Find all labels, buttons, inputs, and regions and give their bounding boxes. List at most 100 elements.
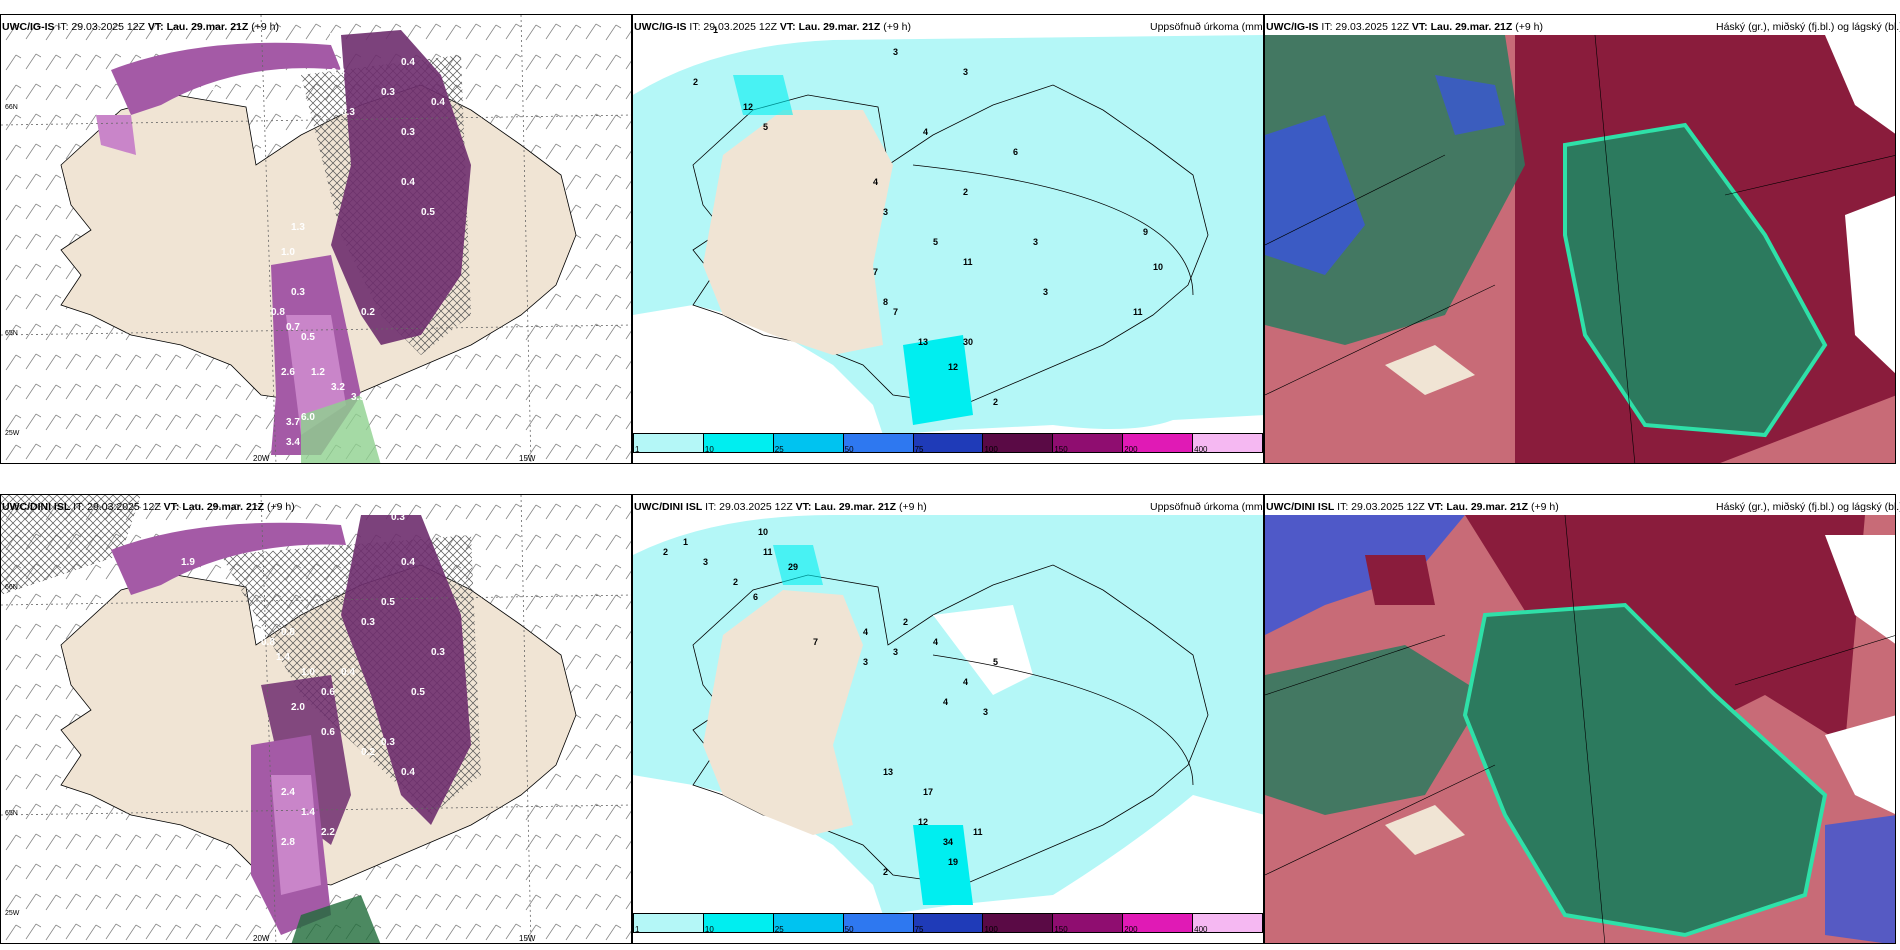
precip-value-label: 3	[863, 657, 868, 667]
valid-time: Lau. 29.mar. 21Z	[182, 501, 265, 513]
snow-value-label: 0.2	[361, 307, 375, 318]
valid-time: Lau. 29.mar. 21Z	[814, 501, 897, 513]
lead-time: (+9 h)	[1530, 501, 1559, 513]
snow-value-label: 0.5	[421, 207, 435, 218]
colorbar-segment: 10	[703, 434, 774, 454]
issue-time: IT: 29.03.2025 12Z	[705, 501, 793, 513]
panel-header: UWC/IG-IS IT: 29.03.2025 12Z VT: Lau. 29…	[634, 20, 911, 34]
snow-value-label: 0.5	[301, 332, 315, 343]
panel-header: UWC/DINI ISL IT: 29.03.2025 12Z VT: Lau.…	[2, 500, 295, 514]
valid-time-label: VT:	[147, 21, 164, 33]
precip-value-label: 2	[903, 617, 908, 627]
precip-value-label: 9	[1143, 227, 1148, 237]
precip-value-label: 3	[963, 67, 968, 77]
precip-value-label: 4	[923, 127, 928, 137]
snow-value-label: 2.0	[291, 702, 305, 713]
issue-time: IT: 29.03.2025 12Z	[1337, 501, 1425, 513]
precip-value-label: 12	[918, 817, 928, 827]
precip-value-label: 29	[788, 562, 798, 572]
snow-value-label: 0.3	[381, 87, 395, 98]
valid-time: Lau. 29.mar. 21Z	[1430, 21, 1513, 33]
colorbar-segment: 100	[983, 434, 1054, 454]
snow-value-label: 1.3	[291, 222, 305, 233]
colorbar-segment: 200	[1123, 434, 1194, 454]
colorbar-segment: 75	[913, 914, 984, 934]
colorbar-segment: 150	[1053, 434, 1124, 454]
issue-time: IT: 29.03.2025 12Z	[689, 21, 777, 33]
snow-value-label: 2.8	[281, 837, 295, 848]
snow-value-label: 1.1	[211, 82, 225, 93]
panel-header: UWC/DINI ISL IT: 29.03.2025 12Z VT: Lau.…	[1266, 500, 1559, 514]
precip-value-label: 6	[753, 592, 758, 602]
precip-colorbar: 1 10 25 50 75 100 150 200 400	[633, 913, 1263, 934]
lon-label: 25W	[5, 910, 20, 917]
snow-value-label: 0.4	[401, 177, 415, 188]
precip-value-label: 4	[943, 697, 948, 707]
colorbar-segment: 200	[1123, 914, 1194, 934]
precip-value-label: 3	[883, 207, 888, 217]
snow-value-label: 0.8	[261, 637, 275, 648]
snow-value-label: 2.6	[281, 367, 295, 378]
precip-value-label: 3	[983, 707, 988, 717]
lat-label: 66N	[5, 104, 18, 111]
snow-value-label: 0.8	[271, 307, 285, 318]
cloud-title: Háský (gr.), miðský (fj.bl.) og lágský (…	[1716, 21, 1900, 33]
colorbar-segment: 400	[1193, 914, 1263, 934]
precip-value-label: 7	[873, 267, 878, 277]
precip-map: 1 3 3 2 12 5 4 6 4 3 2 5 7 11 8 7 3 13 30 12 9 10 11 3 2 1 10 25…	[632, 14, 1264, 464]
snow-field	[331, 30, 471, 345]
precip-value-label: 8	[883, 297, 888, 307]
cloud-map	[1264, 494, 1896, 944]
snow-value-label: 0.3	[391, 512, 405, 523]
precip-value-label: 11	[763, 547, 773, 557]
precip-value-label: 4	[863, 627, 868, 637]
precip-value-label: 13	[883, 767, 893, 777]
precip-value-label: 11	[963, 257, 973, 267]
lat-label: 65N	[5, 330, 18, 337]
snow-value-label: 3.2	[331, 382, 345, 393]
precip-title: Uppsöfnuð úrkoma (mm)	[1150, 501, 1267, 513]
precip-value-label: 11	[973, 827, 983, 837]
snow-value-label: 2.2	[321, 827, 335, 838]
model-name: UWC/DINI ISL	[1266, 501, 1335, 513]
precip-value-label: 2	[663, 547, 668, 557]
precip-value-label: 2	[733, 577, 738, 587]
snow-value-label: 0.6	[321, 687, 335, 698]
lead-time: (+9 h)	[251, 21, 279, 33]
precip-colorbar: 1 10 25 50 75 100 150 200 400	[633, 433, 1263, 454]
lon-label: 25W	[5, 430, 20, 437]
precip-value-label: 34	[943, 837, 953, 847]
colorbar-segment: 10	[703, 914, 774, 934]
cloud-title: Háský (gr.), miðský (fj.bl.) og lágský (…	[1716, 501, 1900, 513]
precip-value-label: 2	[963, 187, 968, 197]
precip-value-label: 1	[683, 537, 688, 547]
snow-value-label: 1.4	[276, 652, 290, 663]
snow-wind-map-svg: 0.50.30.40.31.31.00.30.80.70.52.6 1.23.23…	[1, 15, 631, 463]
snow-wind-map-svg: 0.30.40.50.30.81.41.00.62.00.62.41.42.22…	[1, 495, 631, 943]
lead-time: (+9 h)	[883, 21, 911, 33]
issue-time: IT: 29.03.2025 12Z	[1321, 21, 1409, 33]
issue-time: IT: 29.03.2025 12Z	[57, 21, 145, 33]
precip-value-label: 4	[933, 637, 938, 647]
lead-time: (+9 h)	[898, 501, 927, 513]
precip-value-label: 10	[758, 527, 768, 537]
cloud-map	[1264, 14, 1896, 464]
snow-value-label: 0.5	[381, 597, 395, 608]
snow-value-label: 0.5	[411, 687, 425, 698]
colorbar-segment: 75	[913, 434, 984, 454]
snow-value-label: 0.7	[286, 322, 300, 333]
precip-value-label: 4	[963, 677, 968, 687]
snow-value-label: 1.4	[301, 807, 315, 818]
lead-time: (+9 h)	[266, 501, 295, 513]
valid-time: Lau. 29.mar. 21Z	[166, 21, 249, 33]
colorbar-segment: 50	[843, 914, 914, 934]
model-name: UWC/IG-IS	[634, 21, 687, 33]
precip-value-label: 12	[948, 362, 958, 372]
valid-time-label: VT:	[1411, 21, 1428, 33]
lon-label: 20W	[253, 454, 270, 463]
snow-value-label: 0.4	[341, 667, 355, 678]
cloud-map-svg	[1265, 495, 1895, 943]
precip-value-label: 6	[1013, 147, 1018, 157]
snow-value-label: 0.3	[381, 737, 395, 748]
